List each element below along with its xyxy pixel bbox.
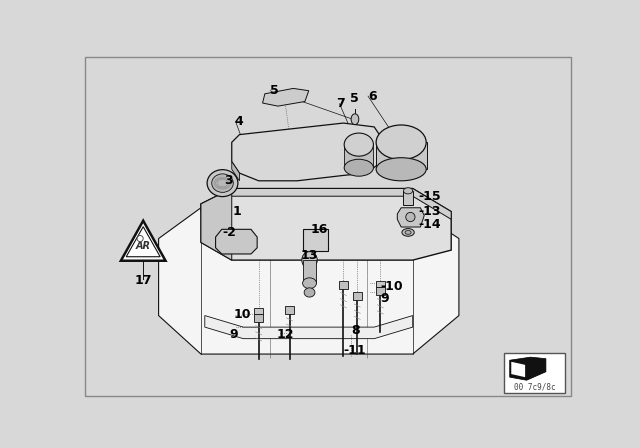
Text: -11: -11 xyxy=(344,344,366,357)
FancyBboxPatch shape xyxy=(376,281,385,287)
Text: 9: 9 xyxy=(380,292,389,305)
Ellipse shape xyxy=(405,230,411,234)
Text: 17: 17 xyxy=(134,275,152,288)
Text: 12: 12 xyxy=(276,328,294,341)
Ellipse shape xyxy=(344,159,373,176)
Polygon shape xyxy=(201,189,451,260)
Ellipse shape xyxy=(406,212,415,222)
Text: 5: 5 xyxy=(270,84,279,97)
Ellipse shape xyxy=(302,252,317,269)
Ellipse shape xyxy=(351,114,359,125)
Ellipse shape xyxy=(304,288,315,297)
Ellipse shape xyxy=(376,158,426,181)
Polygon shape xyxy=(205,315,413,339)
Text: 1: 1 xyxy=(232,205,241,218)
FancyBboxPatch shape xyxy=(376,287,385,295)
Ellipse shape xyxy=(344,133,373,156)
FancyBboxPatch shape xyxy=(285,306,294,314)
Polygon shape xyxy=(232,123,382,181)
Polygon shape xyxy=(201,189,232,260)
FancyBboxPatch shape xyxy=(339,281,348,289)
FancyBboxPatch shape xyxy=(303,260,316,283)
Text: -2: -2 xyxy=(223,226,236,239)
Polygon shape xyxy=(397,208,424,227)
Text: 9: 9 xyxy=(230,328,238,341)
Text: 10: 10 xyxy=(234,307,252,320)
Text: 5: 5 xyxy=(349,92,358,105)
Text: 4: 4 xyxy=(234,115,243,128)
Ellipse shape xyxy=(402,228,414,236)
Polygon shape xyxy=(344,145,373,168)
Text: 13: 13 xyxy=(301,249,319,262)
FancyBboxPatch shape xyxy=(353,293,362,300)
Text: 7: 7 xyxy=(336,97,344,110)
Polygon shape xyxy=(121,221,166,261)
Text: -10: -10 xyxy=(380,280,403,293)
Polygon shape xyxy=(509,357,546,380)
Polygon shape xyxy=(511,362,525,377)
FancyBboxPatch shape xyxy=(254,314,263,322)
Ellipse shape xyxy=(303,278,316,289)
Polygon shape xyxy=(262,88,308,106)
Ellipse shape xyxy=(403,188,413,194)
Text: -15: -15 xyxy=(419,190,442,202)
Ellipse shape xyxy=(212,174,234,192)
Polygon shape xyxy=(159,208,459,354)
Ellipse shape xyxy=(376,125,426,159)
FancyBboxPatch shape xyxy=(504,353,565,392)
Polygon shape xyxy=(216,229,257,254)
Polygon shape xyxy=(376,142,427,169)
FancyBboxPatch shape xyxy=(403,191,413,205)
Ellipse shape xyxy=(207,170,238,197)
FancyBboxPatch shape xyxy=(254,308,263,314)
Polygon shape xyxy=(201,189,451,220)
Text: 3: 3 xyxy=(224,174,233,187)
Polygon shape xyxy=(232,162,239,181)
Text: -13: -13 xyxy=(419,205,442,218)
Text: 8: 8 xyxy=(351,324,360,337)
FancyBboxPatch shape xyxy=(303,229,328,251)
Text: 16: 16 xyxy=(311,223,328,236)
Text: 6: 6 xyxy=(368,90,377,103)
Text: AR: AR xyxy=(136,241,150,251)
Text: -14: -14 xyxy=(419,218,442,231)
Text: 00 7c9/8c: 00 7c9/8c xyxy=(513,382,555,391)
